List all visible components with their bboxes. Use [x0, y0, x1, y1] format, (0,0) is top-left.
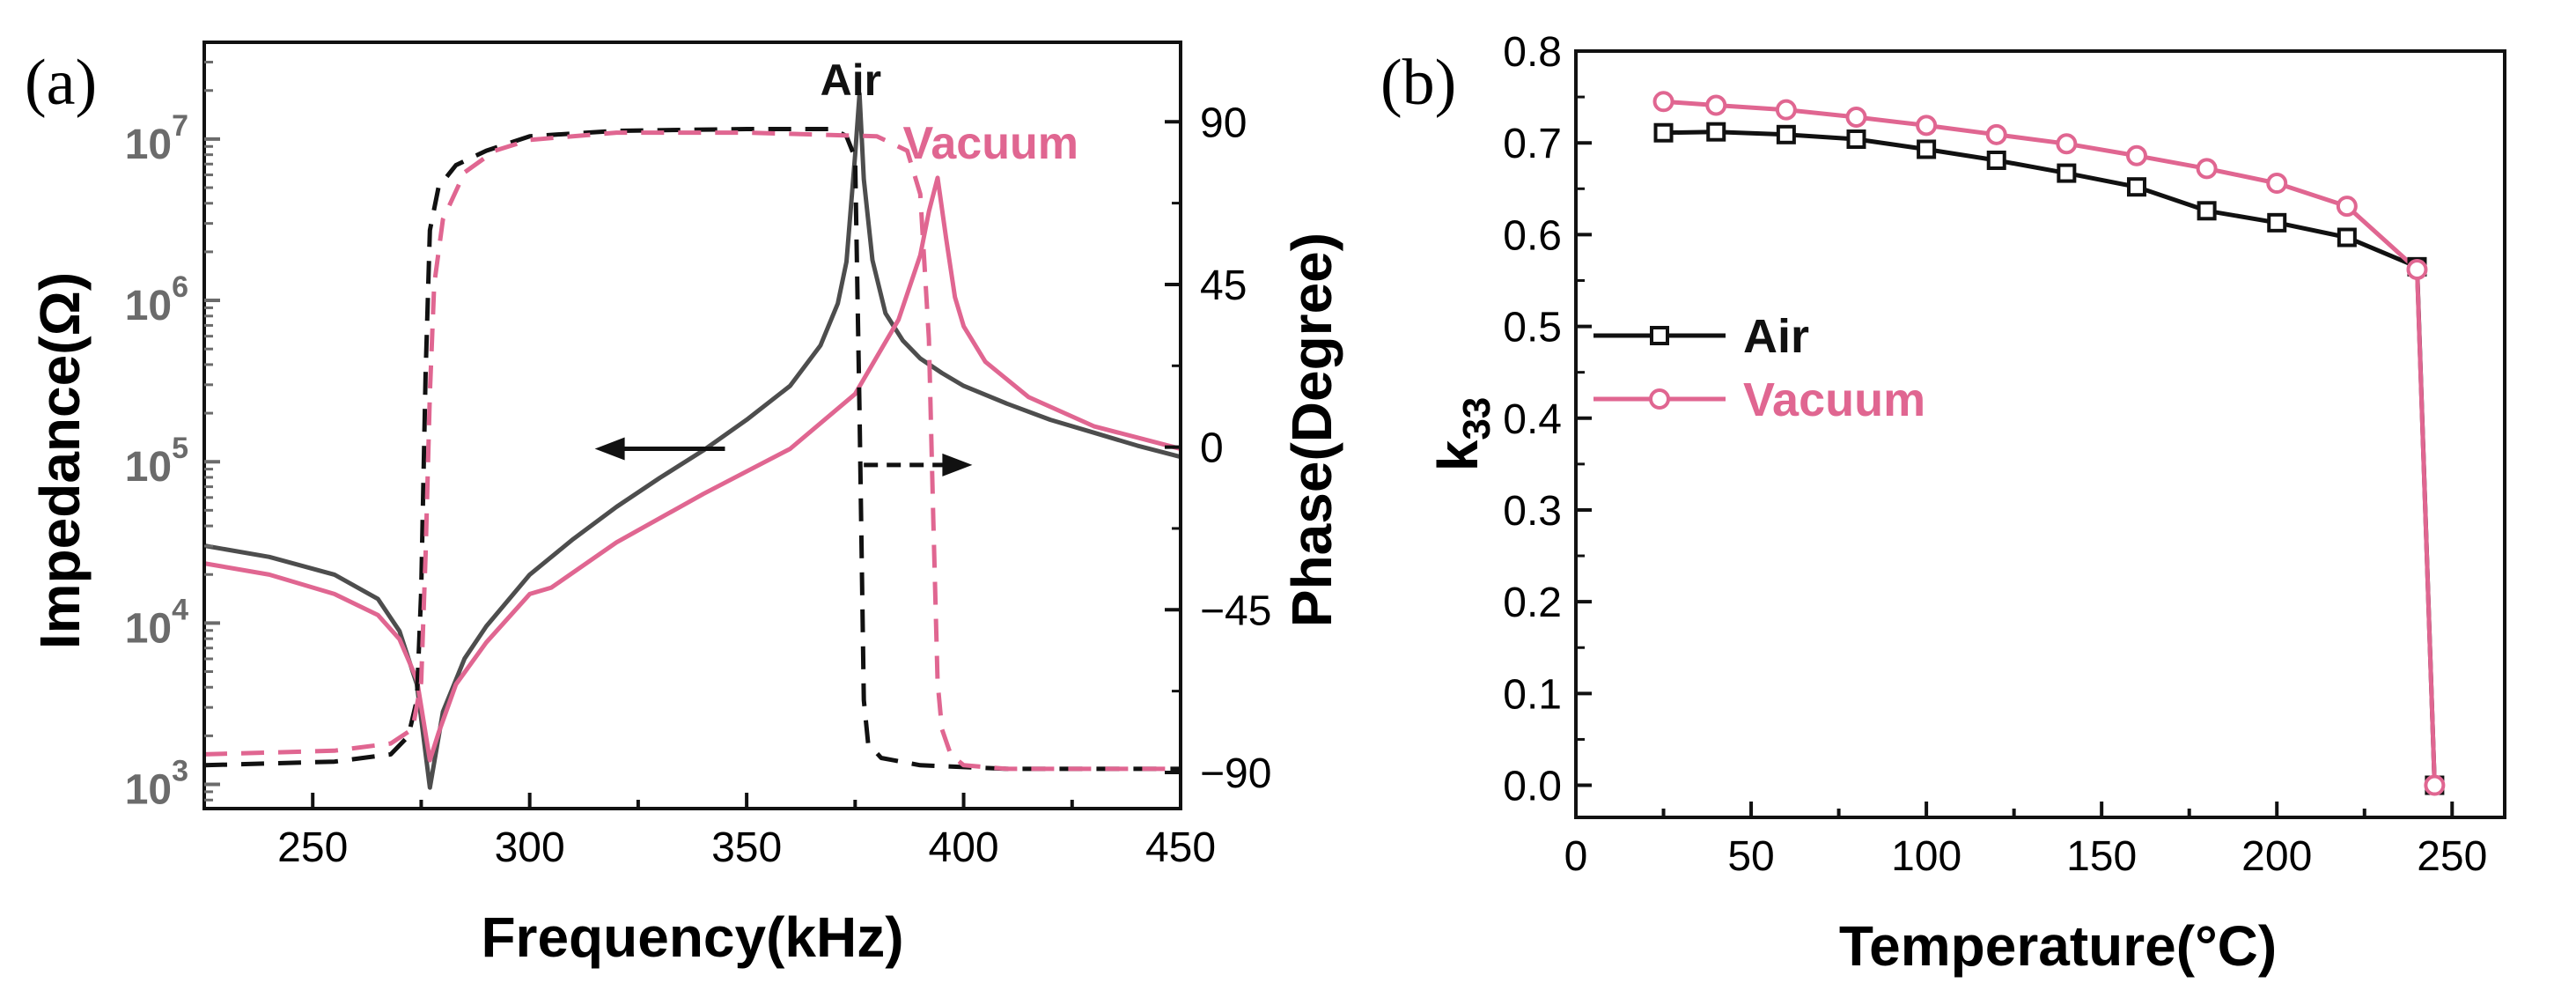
panel-a-right-tick-label: 90 — [1200, 100, 1247, 146]
panel-b-x-tick-label: 250 — [2417, 833, 2487, 880]
panel-a-left-tick-label: 104 — [125, 593, 188, 652]
panel-b-y-axis-title-subscript: 33 — [1455, 397, 1498, 440]
panel-b-y-tick-label: 0.2 — [1503, 580, 1562, 626]
panel-b-y-tick-label: 0.0 — [1503, 764, 1562, 810]
panel-b-y-tick-label: 0.4 — [1503, 396, 1562, 443]
tick-base: 10 — [125, 444, 172, 491]
panel-a-left-tick-label: 106 — [125, 270, 188, 329]
panel-a-annotation-air: Air — [821, 55, 881, 105]
panel-a-series-air-impedance — [203, 92, 1181, 790]
panel-b-point-air — [2057, 163, 2077, 183]
tick-base: 10 — [125, 283, 172, 329]
panel-a-left-tick-label: 107 — [125, 109, 188, 168]
panel-b-axes-frame — [1574, 49, 2506, 819]
tick-exponent: 6 — [172, 270, 188, 304]
panel-a-x-tick-label: 350 — [711, 824, 782, 871]
panel-b-x-tick-label: 100 — [1891, 833, 1961, 880]
panel-b-k33-chart: (b) 0 50 100 150 200 250 0.0 0.1 0.2 0.3 0.4 0.5 0.6… — [1380, 29, 2506, 978]
panel-b-point-air — [2126, 177, 2146, 197]
tick-exponent: 7 — [172, 109, 188, 143]
panel-b-plot-area — [1652, 91, 2446, 796]
tick-exponent: 5 — [172, 432, 188, 465]
panel-a-x-tick-label: 450 — [1145, 824, 1216, 871]
panel-b-point-air — [2267, 212, 2287, 233]
panel-a-right-tick-label: 0 — [1200, 425, 1224, 472]
panel-b-y-axis-title: k33 — [1426, 397, 1498, 472]
panel-b-y-axis-title-main: k — [1426, 440, 1490, 471]
panel-a-axes-frame — [202, 41, 1182, 810]
panel-b-point-vacuum — [2336, 196, 2358, 218]
panel-a-label: (a) — [25, 47, 97, 119]
panel-b-point-vacuum — [2056, 133, 2078, 155]
panel-b-point-vacuum — [1916, 115, 1938, 137]
tick-base: 10 — [125, 767, 172, 814]
panel-a-right-y-axis-title: Phase(Degree) — [1280, 233, 1343, 627]
panel-b-x-axis-title: Temperature(°C) — [1839, 914, 2277, 978]
panel-b-point-vacuum — [1775, 99, 1797, 121]
panel-b-y-tick-label: 0.7 — [1503, 121, 1562, 167]
panel-a-series-vacuum-impedance — [203, 175, 1181, 763]
panel-b-point-air — [1776, 124, 1796, 144]
panel-b-point-vacuum — [2406, 258, 2428, 280]
panel-b-point-air — [1917, 139, 1937, 159]
panel-b-x-tick-label: 50 — [1727, 833, 1774, 880]
panel-b-legend-entry-vacuum: Vacuum — [1593, 373, 1925, 426]
panel-a-x-axis-title: Frequency(kHz) — [481, 905, 903, 969]
panel-a-series-air-phase — [203, 127, 1181, 772]
panel-a-x-tick-label: 250 — [277, 824, 348, 871]
tick-base: 10 — [125, 605, 172, 652]
tick-base: 10 — [125, 122, 172, 168]
panel-a-left-tick-label: 103 — [125, 755, 188, 814]
tick-exponent: 4 — [172, 593, 188, 626]
panel-a-right-tick-label: 45 — [1200, 262, 1247, 309]
panel-b-point-vacuum — [1985, 123, 2007, 145]
panel-b-x-tick-label: 150 — [2066, 833, 2137, 880]
panel-a-right-tick-label: −90 — [1200, 750, 1271, 797]
legend-label: Vacuum — [1743, 373, 1925, 426]
panel-b-y-tick-label: 0.1 — [1503, 671, 1562, 718]
panel-b-point-vacuum — [2125, 144, 2147, 166]
panel-b-point-air — [1653, 122, 1674, 143]
panel-b-point-air — [2337, 227, 2357, 248]
panel-b-point-air — [1650, 325, 1669, 345]
panel-b-point-vacuum — [1649, 388, 1670, 410]
panel-b-point-vacuum — [2196, 158, 2218, 180]
panel-b-label: (b) — [1380, 47, 1456, 119]
panel-b-point-air — [2197, 201, 2217, 221]
panel-a-right-tick-label: −45 — [1200, 587, 1271, 634]
panel-b-x-tick-label: 0 — [1564, 833, 1588, 880]
panel-b-point-vacuum — [2424, 774, 2446, 796]
panel-a-series-vacuum-phase — [203, 130, 1181, 772]
panel-a-arrow-impedance-axis — [594, 437, 725, 461]
panel-b-point-vacuum — [1845, 107, 1867, 129]
panel-a-annotation-vacuum: Vacuum — [903, 118, 1078, 169]
panel-b-y-tick-label: 0.3 — [1503, 488, 1562, 535]
panel-b-x-tick-label: 200 — [2241, 833, 2312, 880]
panel-b-point-vacuum — [1652, 91, 1674, 113]
panel-b-ticks: 0 50 100 150 200 250 0.0 0.1 0.2 0.3 0.4 0.5 0.6 0.7 0… — [1503, 29, 2487, 880]
panel-b-point-vacuum — [2266, 173, 2288, 195]
legend-label: Air — [1743, 310, 1809, 363]
panel-a-arrow-phase-axis — [864, 453, 973, 477]
tick-exponent: 3 — [172, 755, 188, 788]
panel-b-point-air — [1986, 150, 2006, 170]
panel-b-point-vacuum — [1705, 94, 1727, 116]
panel-b-y-tick-label: 0.6 — [1503, 212, 1562, 259]
panel-a-x-tick-label: 400 — [929, 824, 999, 871]
panel-a-left-y-axis-title: Impedance(Ω) — [28, 272, 92, 649]
panel-b-legend-entry-air: Air — [1593, 310, 1809, 363]
panel-b-y-tick-label: 0.8 — [1503, 29, 1562, 76]
panel-b-y-tick-label: 0.5 — [1503, 305, 1562, 351]
panel-a-x-tick-label: 300 — [495, 824, 565, 871]
panel-b-point-air — [1846, 129, 1866, 150]
panel-a-plot-area — [203, 92, 1181, 790]
panel-b-legend: Air Vacuum — [1593, 310, 1925, 426]
panel-a-left-tick-label: 105 — [125, 432, 188, 491]
panel-b-point-air — [1706, 122, 1726, 142]
